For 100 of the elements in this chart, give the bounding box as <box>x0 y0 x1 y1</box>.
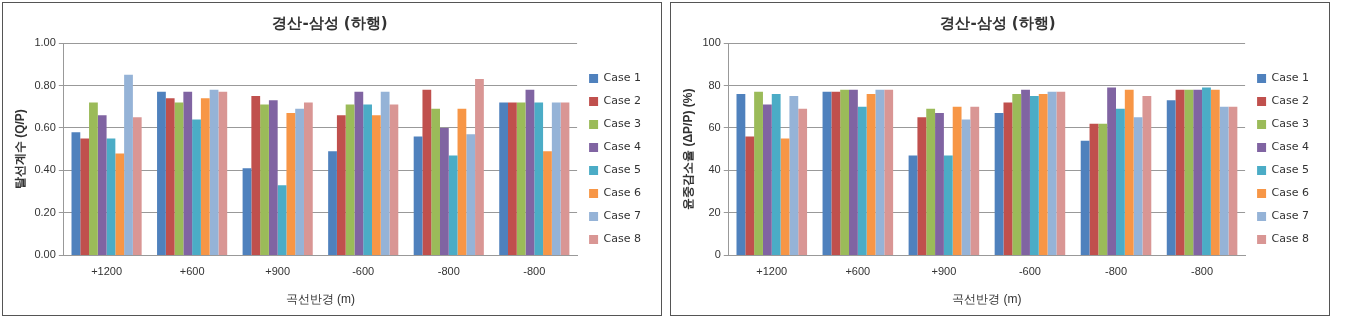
bar <box>822 91 832 255</box>
y-axis-title: 윤중감소율 (ΔP/P) (%) <box>680 88 695 210</box>
bar <box>1080 140 1090 255</box>
legend-label: Case 8 <box>603 232 642 246</box>
legend-label: Case 3 <box>1271 117 1310 131</box>
bar <box>80 138 90 255</box>
legend-label: Case 2 <box>1271 94 1310 108</box>
bar <box>124 74 133 255</box>
y-tick-label: 0.60 <box>34 120 56 133</box>
bar <box>771 93 781 255</box>
x-tick-label: +600 <box>845 265 871 278</box>
bar <box>354 91 364 255</box>
bar <box>457 108 467 255</box>
bar <box>1089 123 1099 255</box>
y-tick-label: 60 <box>708 120 721 133</box>
bar <box>1038 93 1048 255</box>
bar <box>200 98 210 255</box>
bar <box>1133 117 1143 255</box>
bar <box>71 132 81 255</box>
legend-label: Case 6 <box>603 186 642 200</box>
bar <box>994 113 1004 255</box>
y-tick-label: 80 <box>708 78 721 91</box>
bar <box>551 102 561 255</box>
legend-label: Case 3 <box>603 117 642 131</box>
legend-label: Case 8 <box>1271 232 1310 246</box>
bar <box>516 102 526 255</box>
y-tick-label: 0.20 <box>34 205 56 218</box>
bar <box>917 117 927 255</box>
bar <box>268 100 278 255</box>
bar <box>840 89 850 255</box>
bar <box>798 108 808 255</box>
x-tick-label: -800 <box>1191 265 1214 278</box>
bar <box>295 108 304 255</box>
bar <box>1021 89 1030 255</box>
legend-label: Case 2 <box>603 94 642 108</box>
bar <box>970 106 980 255</box>
bar <box>543 151 552 255</box>
bar <box>106 138 116 255</box>
bar <box>1056 91 1066 255</box>
legend-label: Case 1 <box>1271 71 1310 85</box>
bar <box>89 102 98 255</box>
x-tick-label: -600 <box>352 265 375 278</box>
chart-title: 경산-삼성 (하행) <box>272 13 388 32</box>
bar <box>1012 93 1022 255</box>
bar <box>389 104 399 255</box>
bar <box>908 155 918 255</box>
bar <box>115 153 125 255</box>
bar <box>132 117 142 255</box>
bar <box>286 113 296 255</box>
bar <box>336 115 346 255</box>
legend-label: Case 1 <box>603 71 642 85</box>
x-tick-label: +1200 <box>91 265 123 278</box>
bar <box>1210 89 1220 255</box>
bar <box>1003 102 1013 255</box>
bar <box>525 89 535 255</box>
bar <box>345 104 355 255</box>
bar <box>754 91 763 255</box>
bar <box>857 106 867 255</box>
bar <box>251 96 261 255</box>
bar <box>1098 123 1108 255</box>
bar <box>952 106 962 255</box>
bar <box>183 91 193 255</box>
bar <box>875 89 885 255</box>
bar <box>884 89 894 255</box>
bar <box>961 119 971 255</box>
bar <box>218 91 228 255</box>
bar <box>192 119 201 255</box>
legend-label: Case 5 <box>603 163 642 177</box>
bar <box>534 102 544 255</box>
x-tick-label: +600 <box>179 265 205 278</box>
bar <box>831 91 841 255</box>
bar <box>1029 96 1039 255</box>
y-tick-label: 1.00 <box>34 36 56 49</box>
bar <box>736 93 746 255</box>
legend-label: Case 6 <box>1271 186 1310 200</box>
x-tick-label: -600 <box>1018 265 1041 278</box>
legend-label: Case 7 <box>603 209 642 223</box>
x-tick-label: -800 <box>523 265 546 278</box>
bar <box>762 104 772 255</box>
bar <box>328 151 337 255</box>
bar <box>1228 106 1238 255</box>
x-tick-label: +900 <box>931 265 957 278</box>
bar <box>1184 89 1194 255</box>
bar <box>943 155 953 255</box>
x-axis-title: 곡선반경 (m) <box>952 292 1022 307</box>
bar <box>157 91 166 255</box>
x-tick-label: +1200 <box>756 265 788 278</box>
bar <box>1193 89 1203 255</box>
bar <box>1107 87 1116 255</box>
legend-label: Case 7 <box>1271 209 1310 223</box>
y-tick-label: 0.00 <box>34 248 56 261</box>
bar <box>380 91 390 255</box>
x-axis-title: 곡선반경 (m) <box>285 292 356 307</box>
bar <box>508 102 517 255</box>
bar <box>413 136 423 255</box>
bar <box>431 108 440 255</box>
bar <box>1219 106 1229 255</box>
bar <box>363 104 372 255</box>
bar <box>745 136 755 255</box>
bar <box>1142 96 1152 255</box>
